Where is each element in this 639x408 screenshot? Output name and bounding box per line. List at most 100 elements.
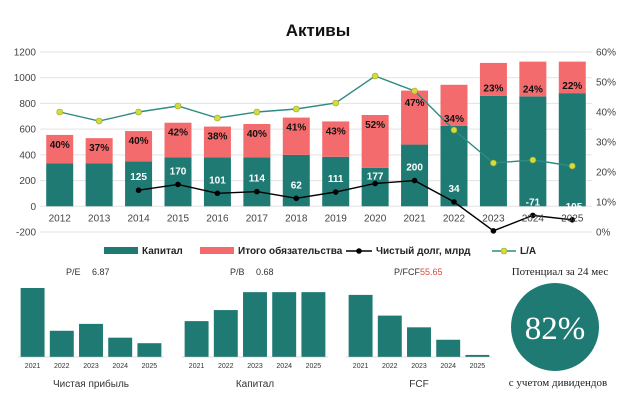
x-tick: 2017 — [246, 213, 269, 224]
y-right-tick: 20% — [596, 168, 616, 179]
label-capital: 34 — [448, 184, 460, 195]
bar-capital — [243, 157, 271, 207]
point-net-debt — [175, 181, 181, 188]
potential-footer: с учетом дивидендов — [509, 377, 607, 389]
main-bars — [46, 61, 586, 207]
label-la: 22% — [562, 81, 582, 92]
potential-panel: Потенциал за 24 мес 82% с учетом дивиден… — [509, 266, 609, 389]
point-la — [568, 162, 576, 170]
bar-liabilities — [203, 126, 231, 158]
label-la: 34% — [444, 114, 464, 125]
bar-liabilities — [558, 61, 586, 94]
point-net-debt — [135, 187, 142, 194]
label-la: 38% — [207, 132, 227, 143]
mini-bar — [137, 343, 162, 357]
point-net-debt — [214, 190, 221, 197]
mini-x-tick: 2021 — [353, 363, 369, 370]
mini-x-tick: 2024 — [112, 363, 128, 370]
bar-capital — [558, 93, 586, 207]
bar-liabilities — [282, 117, 310, 155]
mini-bar — [20, 288, 45, 357]
mini-title: FCF — [409, 379, 428, 390]
label-la: 40% — [50, 140, 70, 151]
y-axis-left: -200 0 200 400 600 800 1000 1200 — [14, 48, 37, 239]
point-net-debt — [490, 228, 497, 234]
point-la — [135, 108, 142, 116]
y-right-tick: 0% — [596, 228, 611, 239]
x-tick: 2016 — [206, 213, 229, 224]
bar-capital — [440, 125, 468, 207]
x-tick: 2013 — [88, 213, 111, 224]
bar-liabilities — [361, 115, 389, 168]
label-la: 40% — [129, 136, 149, 147]
label-la: 41% — [286, 123, 306, 134]
mini-bar — [348, 294, 373, 357]
mini-x-tick: 2022 — [54, 363, 70, 370]
mini-x-tick: 2025 — [142, 363, 158, 370]
bar-liabilities — [440, 84, 468, 126]
mini-bar — [465, 354, 490, 357]
potential-value: 82% — [525, 311, 586, 347]
y-left-tick: 800 — [19, 99, 36, 110]
x-tick: 2021 — [403, 213, 426, 224]
label-la: 23% — [483, 84, 503, 95]
mini-bar — [436, 339, 461, 357]
mini-bar — [184, 321, 209, 357]
mini-x-tick: 2022 — [382, 363, 398, 370]
bar-capital — [85, 163, 113, 207]
point-net-debt — [569, 216, 576, 223]
y-left-tick: 1200 — [14, 48, 37, 59]
label-capital: 177 — [367, 172, 384, 183]
point-la — [292, 105, 300, 113]
point-net-debt — [372, 180, 378, 187]
label-la: 47% — [405, 98, 425, 109]
y-right-tick: 50% — [596, 78, 616, 89]
label-capital: 101 — [209, 175, 226, 186]
bar-liabilities — [85, 138, 113, 164]
bar-capital — [479, 95, 507, 207]
mini-bar — [243, 292, 267, 357]
point-net-debt — [293, 195, 300, 202]
mini-metric-label: P/B — [230, 267, 245, 277]
x-tick: 2022 — [443, 213, 466, 224]
bar-capital — [46, 163, 74, 207]
legend-label-net-debt: Чистый долг, млрд — [376, 246, 471, 257]
mini-bar — [407, 327, 431, 357]
label-capital: 62 — [291, 180, 303, 191]
mini-metric-label: P/FCF — [394, 267, 421, 277]
bar-liabilities — [243, 124, 271, 158]
point-net-debt — [332, 189, 339, 195]
legend: Капитал Итого обязательства Чистый долг, м… — [104, 245, 536, 257]
x-tick: 2023 — [482, 213, 505, 224]
line-net-debt — [138, 179, 573, 232]
point-la — [411, 87, 418, 95]
bar-capital — [361, 167, 389, 207]
point-la — [371, 72, 379, 80]
x-tick: 2012 — [49, 213, 72, 224]
point-la — [56, 108, 64, 116]
legend-swatch-capital — [104, 247, 138, 254]
label-la: 42% — [168, 128, 188, 139]
bar-capital — [125, 161, 153, 207]
point-la — [529, 156, 537, 164]
x-tick: 2014 — [127, 213, 150, 224]
legend-marker-net-debt — [356, 248, 362, 254]
y-right-tick: 60% — [596, 48, 616, 59]
point-la — [214, 114, 221, 122]
mini-metric-value: 6.87 — [92, 267, 110, 277]
point-la — [253, 108, 261, 116]
label-capital: -191 — [483, 213, 503, 224]
main-data-labels: 40% 37% 40% 125 42% 170 38% 101 40% 114 41% 62 43% 11… — [50, 81, 583, 224]
label-capital: -105 — [562, 202, 582, 213]
bar-liabilities — [46, 134, 74, 164]
y-left-tick: 600 — [19, 125, 36, 136]
label-capital: -71 — [526, 197, 541, 208]
mini-metric-value: 0.68 — [256, 267, 274, 277]
bar-liabilities — [479, 62, 507, 96]
x-axis: 2012 2013 2014 2015 2016 2017 2018 2019 2020 2021… — [49, 213, 584, 224]
mini-metric-value: 55.65 — [420, 267, 443, 277]
y-left-tick: -200 — [16, 228, 36, 239]
point-la — [332, 99, 340, 107]
point-net-debt — [411, 177, 418, 184]
